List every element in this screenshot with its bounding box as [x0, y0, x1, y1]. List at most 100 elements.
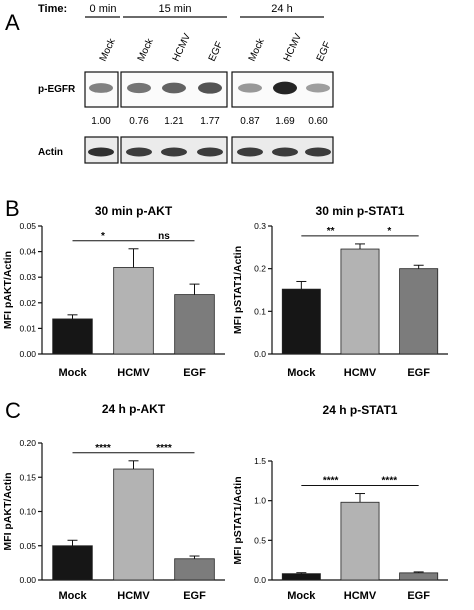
- actin-band: [237, 147, 263, 157]
- significance-label: ****: [156, 443, 172, 454]
- bar-mock: [281, 288, 321, 355]
- y-tick-label: 0.0: [254, 349, 266, 359]
- western-blot: Time: 0 min 15 min 24 h p-EGFR Actin Moc…: [38, 3, 334, 164]
- pegfr-band: [162, 82, 186, 94]
- chart-title: 24 h p-AKT: [102, 402, 166, 416]
- lane-label: EGF: [207, 40, 226, 63]
- pegfr-band: [198, 82, 222, 94]
- time-label: Time:: [38, 3, 67, 15]
- chart-0: 30 min p-AKT MFI pAKT/Actin 0.00 0.01 0.02 0.…: [2, 204, 225, 379]
- actin-band: [305, 147, 331, 157]
- pegfr-ratio: 0.87: [240, 116, 260, 127]
- pegfr-ratio: 0.76: [129, 116, 149, 127]
- bar-egf: [399, 572, 439, 581]
- bar-hcmv: [340, 501, 380, 581]
- x-tick-label: HCMV: [344, 367, 377, 379]
- y-tick-label: 0.04: [19, 247, 36, 257]
- actin-band: [126, 147, 152, 157]
- y-tick-label: 0.02: [19, 298, 36, 308]
- y-tick-label: 0.03: [19, 272, 36, 282]
- chart-title: 30 min p-STAT1: [316, 204, 405, 218]
- significance-label: ****: [95, 443, 111, 454]
- y-tick-label: 0.05: [19, 221, 36, 231]
- pegfr-band: [127, 82, 151, 94]
- x-tick-label: Mock: [287, 367, 316, 379]
- x-tick-label: HCMV: [117, 590, 150, 602]
- actin-band: [272, 147, 298, 157]
- significance-label: ns: [158, 231, 170, 242]
- bar-mock: [52, 545, 93, 581]
- pegfr-ratio: 1.00: [91, 116, 111, 127]
- significance-label: ****: [382, 476, 398, 487]
- x-tick-label: Mock: [58, 590, 87, 602]
- y-tick-label: 0.15: [19, 472, 36, 482]
- bar-charts: 30 min p-AKT MFI pAKT/Actin 0.00 0.01 0.02 0.…: [2, 204, 448, 602]
- pegfr-band: [238, 83, 262, 93]
- x-tick-label: EGF: [407, 367, 430, 379]
- chart-title: 24 h p-STAT1: [323, 403, 398, 417]
- panel-label-c: C: [5, 398, 21, 423]
- y-tick-label: 0.00: [19, 575, 36, 585]
- x-tick-label: HCMV: [117, 367, 150, 379]
- significance-label: *: [101, 231, 105, 242]
- y-tick-label: 0.10: [19, 507, 36, 517]
- pegfr-band: [89, 83, 113, 93]
- y-tick-label: 0.05: [19, 541, 36, 551]
- row-label-actin: Actin: [38, 147, 63, 158]
- bar-hcmv: [113, 267, 154, 355]
- y-axis-label: MFI pAKT/Actin: [2, 472, 14, 550]
- lane-label: EGF: [315, 40, 334, 63]
- pegfr-band: [306, 83, 330, 93]
- y-axis-label: MFI pSTAT1/Actin: [232, 246, 244, 334]
- y-tick-label: 0.2: [254, 264, 266, 274]
- y-tick-label: 0.20: [19, 438, 36, 448]
- y-tick-label: 1.0: [254, 496, 266, 506]
- lane-label: Mock: [98, 36, 118, 63]
- chart-title: 30 min p-AKT: [95, 204, 173, 218]
- x-tick-label: EGF: [183, 590, 206, 602]
- row-label-pegfr: p-EGFR: [38, 84, 76, 95]
- x-tick-label: HCMV: [344, 590, 377, 602]
- y-tick-label: 1.5: [254, 456, 266, 466]
- y-tick-label: 0.5: [254, 535, 266, 545]
- x-tick-label: Mock: [58, 367, 87, 379]
- lane-label: Mock: [136, 36, 156, 63]
- bar-hcmv: [113, 468, 154, 581]
- actin-band: [197, 147, 223, 157]
- pegfr-ratio: 1.21: [164, 116, 184, 127]
- significance-label: *: [387, 226, 391, 237]
- bar-egf: [399, 268, 439, 355]
- pegfr-ratio: 1.69: [275, 116, 295, 127]
- x-tick-label: EGF: [407, 590, 430, 602]
- bar-hcmv: [340, 248, 380, 355]
- chart-1: 30 min p-STAT1 MFI pSTAT1/Actin 0.0 0.1 0.2 0…: [232, 204, 448, 379]
- y-axis-label: MFI pAKT/Actin: [2, 251, 14, 329]
- bar-egf: [174, 558, 215, 581]
- panel-label-a: A: [5, 10, 20, 35]
- pegfr-ratio: 1.77: [200, 116, 220, 127]
- y-tick-label: 0.3: [254, 221, 266, 231]
- significance-label: **: [327, 226, 335, 237]
- time-group-0min: 0 min: [90, 3, 117, 15]
- panel-label-b: B: [5, 196, 20, 221]
- chart-3: 24 h p-STAT1 MFI pSTAT1/Actin 0.0 0.5 1.0 1.5…: [232, 403, 448, 602]
- lane-label: HCMV: [171, 32, 194, 64]
- bar-egf: [174, 294, 215, 355]
- bar-mock: [52, 318, 93, 355]
- pegfr-ratio: 0.60: [308, 116, 328, 127]
- x-tick-label: Mock: [287, 590, 316, 602]
- x-tick-label: EGF: [183, 367, 206, 379]
- actin-band: [88, 147, 114, 157]
- lane-label: Mock: [247, 36, 267, 63]
- chart-2: 24 h p-AKT MFI pAKT/Actin 0.00 0.05 0.10 0.15…: [2, 402, 225, 602]
- y-tick-label: 0.1: [254, 306, 266, 316]
- y-axis-label: MFI pSTAT1/Actin: [232, 476, 244, 564]
- lane-label: HCMV: [282, 32, 305, 64]
- time-group-24h: 24 h: [271, 3, 292, 15]
- y-tick-label: 0.00: [19, 349, 36, 359]
- bar-mock: [281, 573, 321, 581]
- significance-label: ****: [323, 476, 339, 487]
- pegfr-band: [273, 81, 297, 95]
